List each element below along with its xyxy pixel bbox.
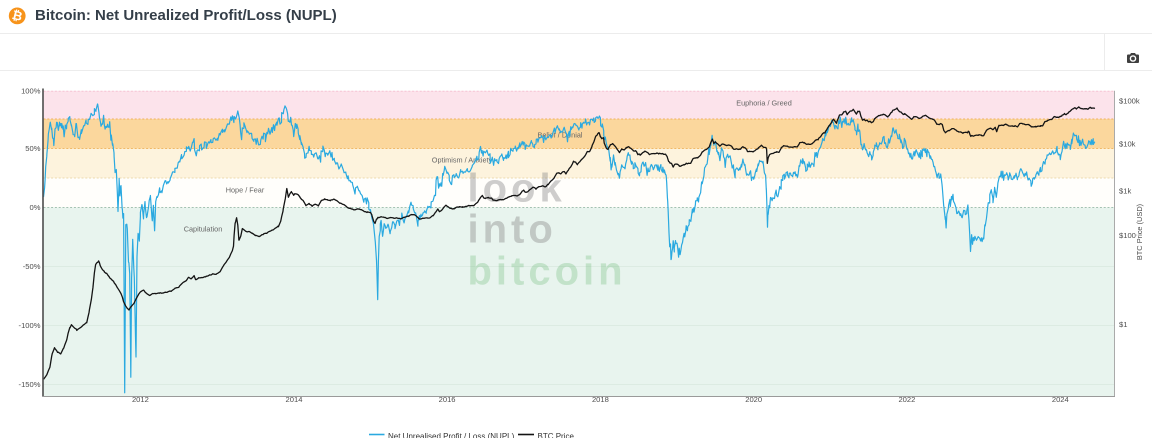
svg-text:2024: 2024 — [1052, 395, 1069, 404]
svg-text:-150%: -150% — [19, 380, 41, 389]
svg-text:Euphoria / Greed: Euphoria / Greed — [736, 99, 792, 108]
svg-text:BTC Price: BTC Price — [538, 432, 575, 438]
svg-text:Hope / Fear: Hope / Fear — [226, 186, 265, 195]
svg-text:$1k: $1k — [1119, 187, 1131, 196]
svg-text:BTC Price (USD): BTC Price (USD) — [1135, 204, 1144, 260]
svg-text:100%: 100% — [21, 86, 41, 95]
svg-text:$10k: $10k — [1119, 140, 1136, 149]
svg-text:0%: 0% — [30, 203, 41, 212]
svg-text:2022: 2022 — [898, 395, 915, 404]
svg-text:-100%: -100% — [19, 321, 41, 330]
svg-text:bitcoin: bitcoin — [468, 250, 627, 294]
svg-text:into: into — [468, 208, 557, 252]
svg-text:Belief / Denial: Belief / Denial — [537, 131, 582, 140]
svg-text:2018: 2018 — [592, 395, 609, 404]
svg-text:$100k: $100k — [1119, 97, 1140, 106]
svg-text:2012: 2012 — [132, 395, 149, 404]
svg-text:$100: $100 — [1119, 231, 1136, 240]
svg-text:Net Unrealised Profit / Loss (: Net Unrealised Profit / Loss (NUPL) — [388, 432, 515, 438]
svg-text:Optimism / Anxiety: Optimism / Anxiety — [432, 156, 493, 165]
svg-text:50%: 50% — [25, 144, 40, 153]
svg-text:2020: 2020 — [745, 395, 762, 404]
svg-text:₿: ₿ — [11, 8, 24, 24]
svg-text:look: look — [468, 167, 566, 211]
svg-text:2016: 2016 — [439, 395, 456, 404]
svg-text:$1: $1 — [1119, 320, 1127, 329]
svg-text:2014: 2014 — [286, 395, 303, 404]
svg-text:Capitulation: Capitulation — [184, 225, 223, 234]
svg-text:-50%: -50% — [23, 262, 41, 271]
